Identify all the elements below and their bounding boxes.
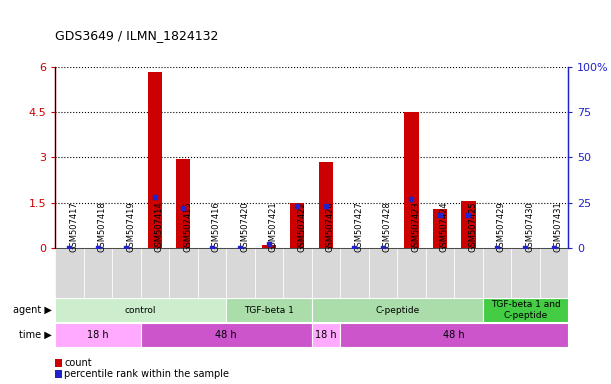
Text: GSM507420: GSM507420	[240, 201, 249, 252]
Text: control: control	[125, 306, 156, 314]
Text: TGF-beta 1 and
C-peptide: TGF-beta 1 and C-peptide	[491, 300, 560, 320]
FancyBboxPatch shape	[312, 323, 340, 347]
Text: GSM507425: GSM507425	[469, 201, 477, 252]
FancyBboxPatch shape	[141, 248, 169, 298]
Text: GSM507417: GSM507417	[69, 201, 78, 252]
Point	[293, 203, 302, 209]
Point	[93, 245, 103, 251]
FancyBboxPatch shape	[426, 248, 454, 298]
Text: GSM507418: GSM507418	[98, 201, 107, 252]
Point	[349, 245, 359, 251]
Point	[264, 241, 274, 247]
FancyBboxPatch shape	[255, 248, 283, 298]
FancyBboxPatch shape	[454, 248, 483, 298]
Point	[406, 196, 416, 202]
FancyBboxPatch shape	[312, 248, 340, 298]
Text: 18 h: 18 h	[315, 330, 337, 340]
Text: TGF-beta 1: TGF-beta 1	[244, 306, 294, 314]
Text: GSM507426: GSM507426	[326, 201, 335, 252]
FancyBboxPatch shape	[511, 248, 540, 298]
Point	[464, 212, 474, 218]
Point	[549, 245, 559, 251]
Text: GSM507430: GSM507430	[525, 201, 535, 252]
Text: GSM507419: GSM507419	[126, 201, 135, 252]
Point	[207, 245, 217, 251]
Point	[150, 194, 159, 200]
FancyBboxPatch shape	[397, 248, 426, 298]
Text: GSM507428: GSM507428	[383, 201, 392, 252]
Point	[178, 205, 188, 211]
Bar	[461, 201, 475, 248]
FancyBboxPatch shape	[368, 248, 397, 298]
FancyBboxPatch shape	[226, 248, 255, 298]
FancyBboxPatch shape	[540, 248, 568, 298]
Point	[492, 245, 502, 251]
Bar	[319, 162, 333, 248]
Text: 18 h: 18 h	[87, 330, 109, 340]
Text: GSM507424: GSM507424	[440, 201, 449, 252]
Point	[64, 245, 74, 251]
FancyBboxPatch shape	[84, 248, 112, 298]
FancyBboxPatch shape	[312, 298, 483, 322]
Text: GSM507416: GSM507416	[212, 201, 221, 252]
Bar	[262, 245, 276, 248]
FancyBboxPatch shape	[55, 248, 84, 298]
Point	[435, 212, 445, 218]
Text: GSM507415: GSM507415	[183, 201, 192, 252]
Point	[321, 203, 331, 209]
FancyBboxPatch shape	[340, 248, 368, 298]
FancyBboxPatch shape	[55, 323, 141, 347]
Point	[521, 245, 530, 251]
FancyBboxPatch shape	[283, 248, 312, 298]
Bar	[148, 72, 162, 248]
FancyBboxPatch shape	[340, 323, 568, 347]
FancyBboxPatch shape	[483, 248, 511, 298]
Point	[378, 245, 388, 251]
FancyBboxPatch shape	[141, 323, 312, 347]
Text: GDS3649 / ILMN_1824132: GDS3649 / ILMN_1824132	[55, 29, 218, 42]
Text: GSM507423: GSM507423	[411, 201, 420, 252]
Text: 48 h: 48 h	[215, 330, 237, 340]
Point	[122, 245, 131, 251]
Text: GSM507414: GSM507414	[155, 201, 164, 252]
Text: 48 h: 48 h	[444, 330, 465, 340]
FancyBboxPatch shape	[112, 248, 141, 298]
Text: GSM507421: GSM507421	[269, 201, 278, 252]
Text: C-peptide: C-peptide	[375, 306, 419, 314]
Point	[235, 245, 245, 251]
Text: GSM507422: GSM507422	[298, 201, 306, 252]
FancyBboxPatch shape	[483, 298, 568, 322]
Text: GSM507427: GSM507427	[354, 201, 364, 252]
Bar	[433, 209, 447, 248]
FancyBboxPatch shape	[226, 298, 312, 322]
Text: count: count	[64, 358, 92, 368]
FancyBboxPatch shape	[55, 298, 226, 322]
Text: percentile rank within the sample: percentile rank within the sample	[64, 369, 229, 379]
Bar	[404, 113, 419, 248]
Bar	[176, 159, 191, 248]
FancyBboxPatch shape	[169, 248, 197, 298]
Text: GSM507431: GSM507431	[554, 201, 563, 252]
FancyBboxPatch shape	[197, 248, 226, 298]
Text: time ▶: time ▶	[19, 330, 52, 340]
Text: agent ▶: agent ▶	[13, 305, 52, 315]
Text: GSM507429: GSM507429	[497, 201, 506, 252]
Bar	[290, 203, 304, 248]
